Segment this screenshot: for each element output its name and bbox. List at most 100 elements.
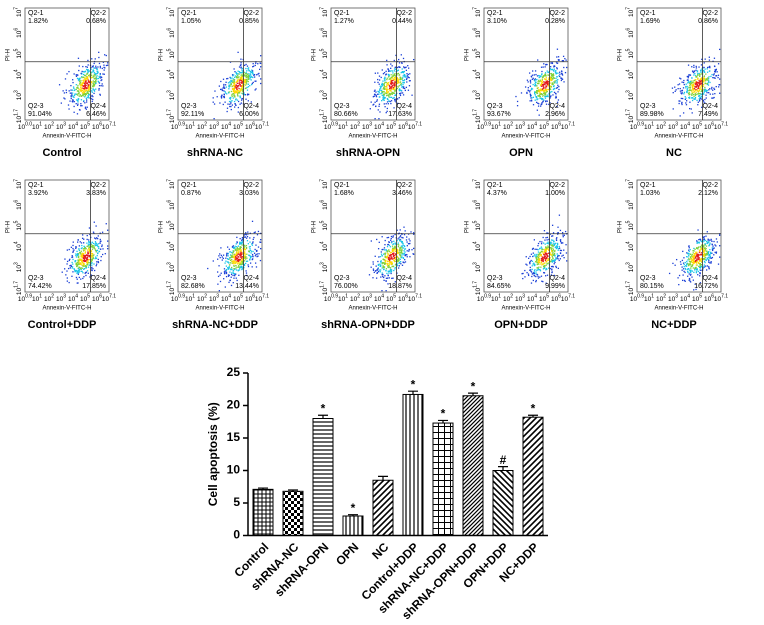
event-dot <box>713 88 716 91</box>
event-dot <box>687 268 689 270</box>
event-dot <box>684 261 686 264</box>
event-dot <box>373 271 375 274</box>
event-dot <box>539 105 542 107</box>
event-dot <box>529 94 532 96</box>
event-dot <box>76 278 78 280</box>
flow-plot: Q2-13.92%Q2-23.83%Q2-374.42%Q2-417.85% <box>24 179 110 293</box>
event-dot <box>679 77 681 79</box>
event-dot <box>407 243 410 245</box>
event-dot <box>710 262 712 264</box>
event-dot <box>699 265 701 267</box>
tick-base: 10 <box>475 9 482 17</box>
event-dot <box>380 276 382 278</box>
event-dot <box>93 254 95 256</box>
tick-exponent: 7 <box>626 7 632 10</box>
event-dot <box>543 75 545 77</box>
x-axis-label: Annexin-V-FITC-H <box>654 134 703 140</box>
event-dot <box>390 77 392 79</box>
event-dot <box>534 91 536 93</box>
event-dot <box>389 259 391 261</box>
x-axis-label: Annexin-V-FITC-H <box>42 134 91 140</box>
event-dot <box>535 255 538 257</box>
tick-base: 10 <box>16 30 23 38</box>
quadrant-percent: 0.28% <box>545 18 565 25</box>
event-dot <box>94 83 96 85</box>
event-dot <box>543 230 546 232</box>
event-dot <box>557 78 559 81</box>
event-dot <box>550 78 552 80</box>
event-dot <box>671 87 674 89</box>
event-dot <box>218 265 220 267</box>
event-dot <box>542 257 544 259</box>
event-dot <box>84 252 86 254</box>
event-dot <box>84 86 86 88</box>
event-dot <box>401 62 403 64</box>
event-dot <box>242 83 244 85</box>
tick-exponent: 4 <box>626 69 632 72</box>
event-dot <box>699 267 702 269</box>
tick-exponent: 7.1 <box>109 122 116 128</box>
event-dot <box>74 93 76 95</box>
event-dot <box>246 79 249 81</box>
event-dot <box>540 262 543 264</box>
event-dot <box>706 254 708 256</box>
event-dot <box>105 64 108 67</box>
event-dot <box>556 232 559 234</box>
event-dot <box>392 235 394 237</box>
event-dot <box>554 259 556 261</box>
event-dot <box>83 79 85 81</box>
event-dot <box>713 57 716 59</box>
event-dot <box>388 258 390 261</box>
quadrant-name: Q2-4 <box>396 103 412 110</box>
event-dot <box>681 92 683 94</box>
event-dot <box>78 253 80 255</box>
event-dot <box>81 260 83 262</box>
event-dot <box>241 75 244 77</box>
event-dot <box>544 72 547 74</box>
event-dot <box>91 264 93 266</box>
event-dot <box>719 256 721 258</box>
event-dot <box>255 253 257 256</box>
event-dot <box>75 253 77 255</box>
event-dot <box>88 251 91 253</box>
event-dot <box>239 242 241 245</box>
event-dot <box>542 259 544 261</box>
event-dot <box>537 90 540 93</box>
tick-exponent: 6 <box>711 122 714 128</box>
event-dot <box>370 101 372 103</box>
quadrant-percent: 93.67% <box>487 111 511 118</box>
event-dot <box>386 107 388 110</box>
tick-exponent: 3 <box>473 90 479 93</box>
event-dot <box>399 235 402 237</box>
event-dot <box>374 81 376 83</box>
event-dot <box>393 269 395 272</box>
event-dot <box>537 257 540 259</box>
tick-exponent: 4 <box>167 241 173 244</box>
event-dot <box>681 102 683 104</box>
event-dot <box>94 249 97 251</box>
event-dot <box>233 82 236 85</box>
event-dot <box>84 255 86 257</box>
event-dot <box>551 62 554 65</box>
event-dot <box>88 262 90 264</box>
event-dot <box>531 88 534 90</box>
event-dot <box>705 247 707 250</box>
event-dot <box>245 63 247 66</box>
event-dot <box>217 258 219 260</box>
event-dot <box>543 86 545 88</box>
event-dot <box>386 94 388 97</box>
event-dot <box>397 242 399 244</box>
event-dot <box>680 92 682 94</box>
event-dot <box>388 260 391 262</box>
event-dot <box>693 250 695 252</box>
tick-base: 10 <box>169 93 176 101</box>
event-dot <box>93 92 95 95</box>
event-dot <box>694 255 696 257</box>
event-dot <box>216 271 219 273</box>
event-dot <box>557 56 560 58</box>
event-dot <box>400 92 402 94</box>
event-dot <box>396 263 398 265</box>
tick-base: 10 <box>169 287 176 295</box>
event-dot <box>696 71 698 73</box>
event-dot <box>105 54 107 57</box>
